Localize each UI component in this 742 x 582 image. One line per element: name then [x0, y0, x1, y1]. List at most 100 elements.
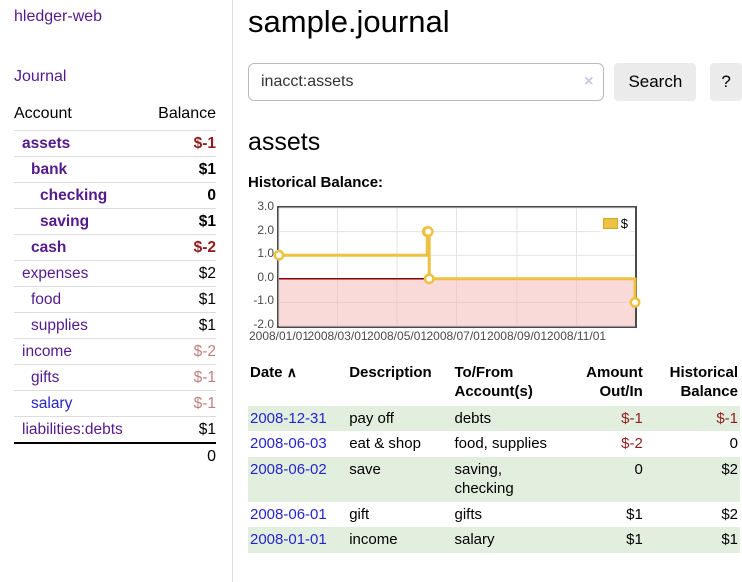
transaction-balance: $2	[721, 505, 738, 523]
search-button[interactable]: Search	[614, 63, 697, 101]
transaction-amount: $1	[626, 505, 643, 523]
account-row: food $1	[14, 286, 216, 313]
clear-search-icon[interactable]: ×	[584, 73, 594, 90]
page-title: sample.journal	[248, 4, 450, 39]
y-axis-tick-label: 1.0	[257, 246, 274, 261]
sidebar-item-journal[interactable]: Journal	[14, 68, 67, 85]
register-table: Date ∧ Description To/From Account(s) Am…	[248, 362, 740, 553]
transaction-description: eat & shop	[349, 435, 421, 452]
transaction-date-link[interactable]: 2008-06-03	[250, 435, 327, 452]
x-axis-tick-label: 2008/11/01	[546, 329, 607, 343]
y-axis-tick-label: 2.0	[257, 222, 274, 237]
historical-balance-chart: 3.0 2.0 1.0 0.0 -1.0 -2.0 $ 2008/01/01 2008/03…	[248, 200, 742, 343]
account-link[interactable]: income	[22, 342, 72, 360]
data-point	[423, 273, 435, 285]
accounts-total-value: 0	[145, 442, 216, 469]
app-brand-link[interactable]: hledger-web	[14, 8, 103, 25]
account-row: bank $1	[14, 156, 216, 183]
accounts-table: Account Balance assets $-1 bank $1 checking 0…	[14, 102, 216, 469]
account-link[interactable]: expenses	[22, 264, 89, 282]
accounts-header-account: Account	[14, 105, 72, 122]
account-link[interactable]: saving	[40, 212, 90, 230]
transaction-description: income	[349, 531, 398, 548]
transaction-date-link[interactable]: 2008-06-02	[250, 460, 327, 478]
register-header-amount: Amount Out/In	[586, 364, 643, 400]
transaction-description: gift	[349, 505, 370, 523]
account-link[interactable]: gifts	[31, 368, 60, 386]
transaction-date-link[interactable]: 2008-01-01	[250, 531, 327, 548]
transaction-row: 2008-12-31 pay off debts $-1 $-1	[248, 405, 740, 431]
chart-y-axis-labels: 3.0 2.0 1.0 0.0 -1.0 -2.0	[248, 200, 274, 330]
account-row: expenses $2	[14, 260, 216, 287]
transaction-amount: $1	[626, 531, 643, 548]
account-row: cash $-2	[14, 234, 216, 261]
transaction-date-link[interactable]: 2008-12-31	[250, 409, 327, 427]
register-header-date[interactable]: Date ∧	[250, 364, 297, 381]
transaction-accounts: salary	[454, 531, 495, 548]
account-link[interactable]: checking	[40, 186, 108, 204]
chart-plot-area[interactable]: $	[273, 206, 641, 328]
search-input-wrap: ×	[248, 63, 605, 101]
account-balance: $-2	[145, 234, 216, 261]
account-link[interactable]: cash	[31, 238, 67, 256]
search-form: × Search ?	[248, 63, 742, 101]
account-row: gifts $-1	[14, 364, 216, 391]
account-balance: $1	[145, 286, 216, 313]
transaction-balance: $-1	[716, 409, 738, 427]
x-axis-tick-label: 2008/07/01	[426, 329, 487, 343]
account-row: liabilities:debts $1	[14, 416, 216, 443]
transaction-row: 2008-01-01 income salary $1 $1	[248, 527, 740, 553]
transaction-row: 2008-06-02 save saving, checking 0 $2	[248, 456, 740, 502]
y-axis-tick-label: 0.0	[257, 269, 274, 284]
transaction-description: pay off	[349, 409, 394, 427]
sidebar: hledger-web Journal Account Balance asse…	[0, 0, 233, 582]
transaction-accounts: gifts	[454, 505, 482, 523]
account-balance: $-1	[145, 130, 216, 157]
x-axis-tick-label: 2008/01/01	[248, 329, 310, 343]
account-link[interactable]: bank	[31, 160, 68, 178]
account-row: supplies $1	[14, 312, 216, 339]
account-balance: $1	[145, 312, 216, 339]
transaction-balance: 0	[729, 435, 738, 452]
transaction-amount: $-1	[621, 409, 643, 427]
x-axis-tick-label: 2008/09/01	[486, 329, 547, 343]
data-point	[273, 249, 285, 261]
account-balance: $-1	[145, 364, 216, 391]
account-row: saving $1	[14, 208, 216, 235]
transaction-accounts: saving, checking	[454, 460, 514, 498]
register-header-accounts: To/From Account(s)	[454, 364, 533, 400]
account-balance: 0	[145, 182, 216, 209]
chart-legend: $	[600, 215, 630, 232]
account-link[interactable]: salary	[31, 394, 73, 412]
account-link[interactable]: liabilities:debts	[22, 420, 123, 438]
account-row: income $-2	[14, 338, 216, 365]
transaction-date-link[interactable]: 2008-06-01	[250, 505, 327, 523]
account-balance: $-2	[145, 338, 216, 365]
transaction-balance: $1	[721, 531, 738, 548]
account-balance: $1	[145, 416, 216, 443]
y-axis-tick-label: 3.0	[257, 199, 274, 213]
y-axis-tick-label: -1.0	[253, 293, 274, 308]
legend-label: $	[620, 216, 628, 231]
x-axis-tick-label: 2008/05/01	[366, 329, 428, 343]
account-balance: $2	[145, 260, 216, 287]
chart-title: Historical Balance:	[248, 174, 384, 191]
x-axis-tick-label: 2008/03/01	[307, 329, 368, 343]
sort-asc-icon: ∧	[286, 364, 297, 380]
account-link[interactable]: food	[31, 290, 62, 308]
account-balance: $1	[145, 156, 216, 183]
transaction-amount: 0	[634, 460, 643, 478]
search-input[interactable]	[248, 63, 605, 101]
accounts-total-row: 0	[14, 442, 216, 469]
account-row: checking 0	[14, 182, 216, 209]
transaction-amount: $-2	[621, 435, 643, 452]
transaction-accounts: food, supplies	[454, 435, 548, 452]
account-link[interactable]: assets	[22, 134, 71, 152]
legend-swatch	[602, 218, 618, 229]
account-row: assets $-1	[14, 130, 216, 157]
transaction-description: save	[349, 460, 381, 478]
data-point	[422, 226, 434, 238]
account-balance: $1	[145, 208, 216, 235]
help-button[interactable]: ?	[710, 63, 742, 101]
account-link[interactable]: supplies	[31, 316, 88, 334]
